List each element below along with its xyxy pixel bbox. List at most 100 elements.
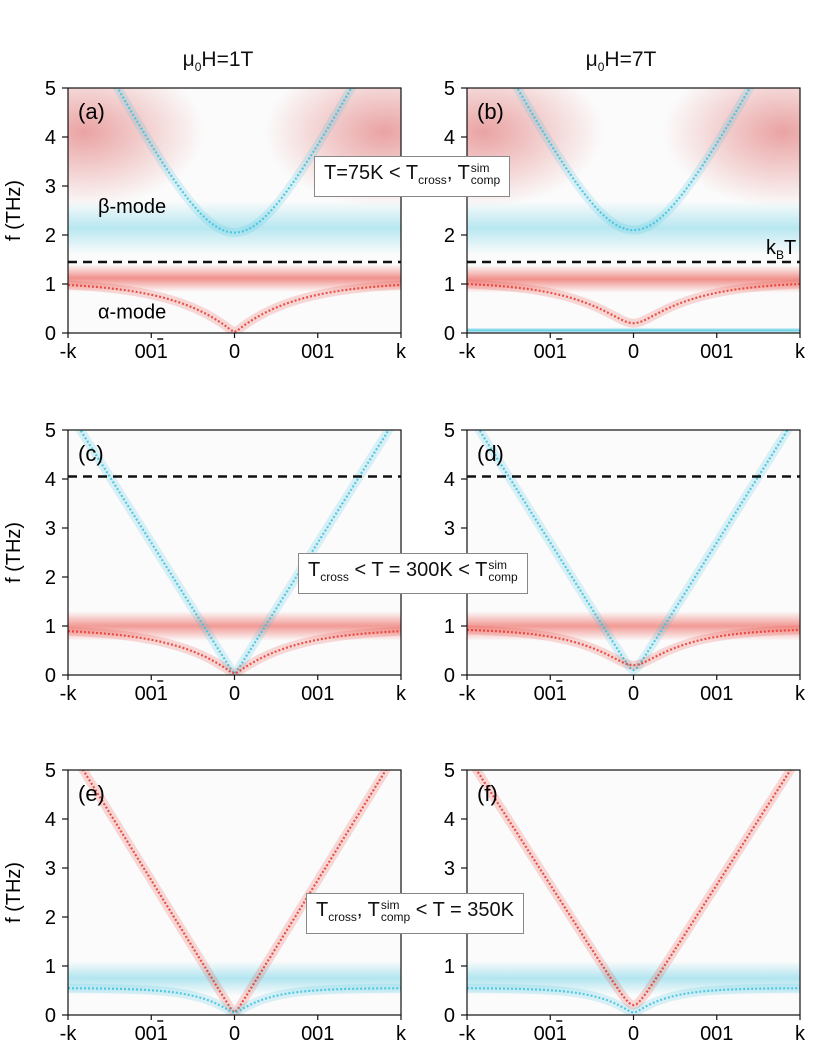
panel-e: (e) 0 1 2 3 4 5 f (THz) -k 001 0 001 k [3,760,407,1045]
x-tick-label: 001 [700,683,733,705]
y-tick-label: 3 [444,518,455,540]
x-tick-label: 001 [301,341,334,363]
x-tick-label: 001 [301,683,334,705]
column-header-7T: μ0H=7T [585,48,657,75]
y-tick-label: 2 [444,225,455,247]
y-tick-label: 1 [45,956,56,978]
y-tick-label: 3 [444,858,455,880]
y-tick-label: 5 [444,420,455,442]
x-tick-label: k [795,1023,806,1045]
x-tick-label: 0 [628,683,639,705]
alpha-branch [467,282,800,325]
x-tick-label: 001 [534,341,567,363]
y-tick-label: 0 [45,1005,56,1027]
y-tick-label: 4 [444,469,455,491]
y-tick-label: 5 [444,760,455,782]
x-tick-label: k [396,341,407,363]
y-tick-label: 0 [45,665,56,687]
y-tick-label: 3 [45,176,56,198]
panel-label: (a) [78,99,105,124]
y-axis-label: f (THz) [3,862,25,923]
y-tick-label: 1 [444,274,455,296]
x-tick-label: 0 [229,683,240,705]
x-tick-label: -k [459,341,477,363]
band-blue [467,327,800,333]
y-tick-label: 5 [45,760,56,782]
y-tick-label: 4 [45,469,56,491]
panel-label: (c) [78,441,104,466]
y-tick-label: 5 [444,78,455,100]
panel-label: (b) [477,99,504,124]
y-tick-label: 2 [45,907,56,929]
panel-label: (f) [477,781,498,806]
alpha-branch [68,283,401,333]
alpha-branch [467,628,800,667]
x-tick-label: -k [60,683,78,705]
x-tick-label: -k [60,341,78,363]
y-tick-label: 0 [444,323,455,345]
beta-branch [79,430,390,675]
red-branch [475,770,792,1007]
beta-branch [478,430,789,672]
mode-label: β-mode [98,196,166,218]
band-red [467,611,800,641]
y-tick-label: 3 [45,518,56,540]
x-tick-label: -k [459,683,477,705]
panel-label: (d) [477,441,504,466]
y-tick-label: 0 [444,665,455,687]
y-tick-label: 1 [45,274,56,296]
y-tick-label: 3 [45,858,56,880]
x-tick-label: 001 [534,1023,567,1045]
y-tick-label: 4 [444,809,455,831]
x-tick-label: 0 [229,1023,240,1045]
y-tick-label: 0 [444,1005,455,1027]
y-tick-label: 4 [45,127,56,149]
x-tick-label: 001 [700,1023,733,1045]
x-tick-label: 0 [628,341,639,363]
band-red [467,265,800,293]
mode-label: α-mode [98,301,166,323]
y-tick-label: 4 [444,127,455,149]
y-tick-label: 0 [45,323,56,345]
alpha-branch [68,630,401,675]
beta-branch [116,88,353,234]
wing-glow [68,88,205,208]
x-tick-label: k [795,683,806,705]
band-blue [68,200,401,255]
y-tick-label: 1 [444,956,455,978]
red-branch [81,770,388,1015]
x-tick-label: -k [459,1023,477,1045]
beta-branch [516,88,751,232]
y-tick-label: 2 [45,225,56,247]
x-tick-label: 001 [135,1023,168,1045]
blue-branch [467,987,800,1014]
band-blue [467,200,800,255]
y-tick-label: 1 [444,616,455,638]
band-red [68,264,401,292]
y-tick-label: 5 [45,420,56,442]
y-tick-label: 1 [45,616,56,638]
y-tick-label: 4 [45,809,56,831]
wing-glow [663,88,800,208]
panel-label: (e) [78,781,105,806]
x-tick-label: 001 [534,683,567,705]
x-tick-label: k [396,683,407,705]
x-tick-label: k [396,1023,407,1045]
blue-branch [68,987,401,1014]
column-header-1T: μ0H=1T [182,48,254,75]
x-tick-label: -k [60,1023,78,1045]
x-tick-label: 001 [301,1023,334,1045]
x-tick-label: 0 [628,1023,639,1045]
x-tick-label: 001 [700,341,733,363]
x-tick-label: 001 [135,341,168,363]
panel-c: (c) 0 1 2 3 4 5 f (THz) -k 001 0 001 k [3,420,407,705]
x-tick-label: 0 [229,341,240,363]
y-tick-label: 5 [45,78,56,100]
